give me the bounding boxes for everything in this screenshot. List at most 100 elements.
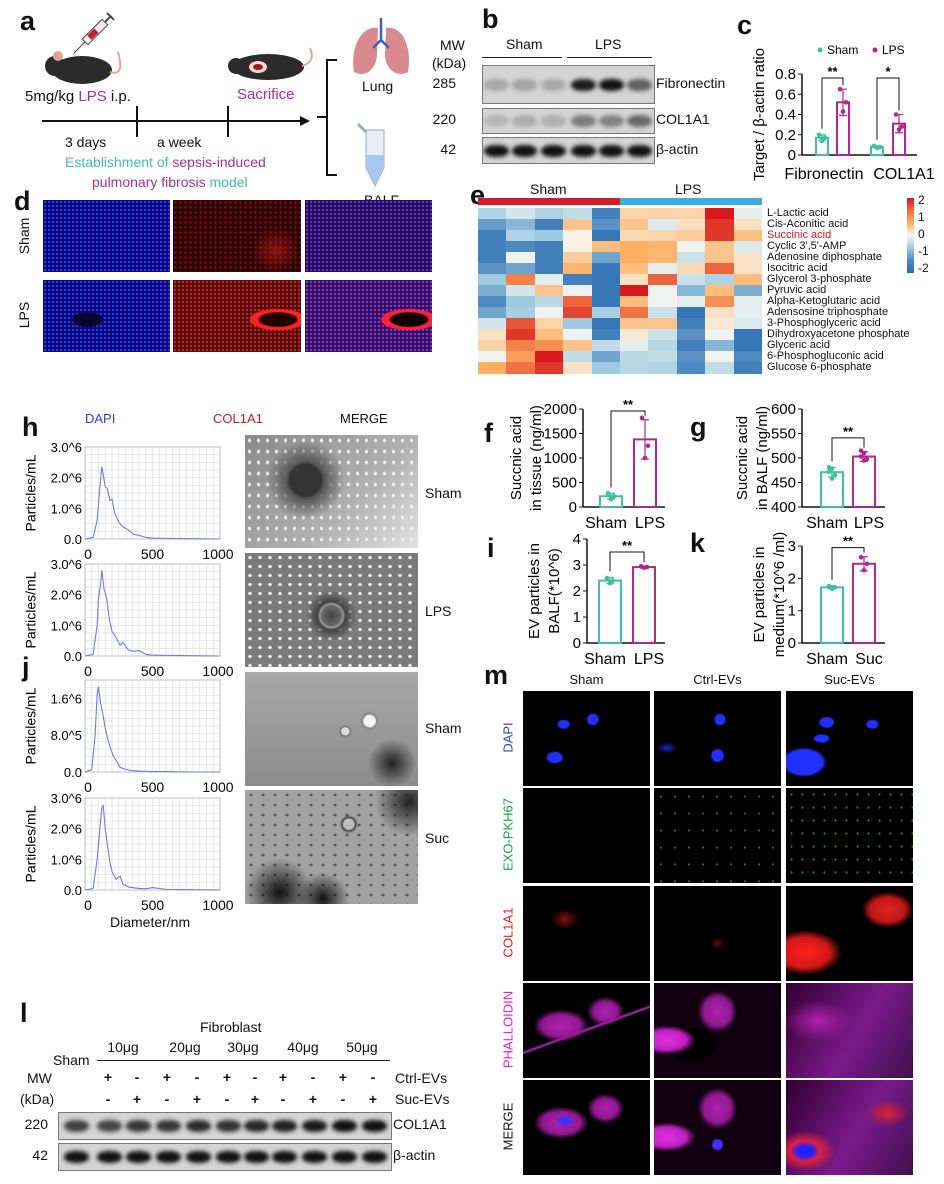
- blot-band: [361, 1120, 387, 1132]
- mw-marker: 42: [440, 140, 456, 157]
- heatmap-cell: [733, 230, 763, 242]
- micrograph-sham-col1a1: [173, 200, 301, 272]
- heatmap-cell: [478, 230, 507, 242]
- heatmap-cell: [620, 307, 649, 319]
- tem-label-sham-2: Sham: [425, 720, 462, 736]
- significance-bracket: [831, 437, 865, 462]
- heatmap-cell: [591, 230, 621, 242]
- heatmap-cell: [620, 219, 649, 231]
- suc-evs-sign: -: [105, 1091, 111, 1107]
- blot-col1a1: [482, 108, 655, 134]
- data-point: [864, 561, 870, 567]
- heatmap-group-sham: Sham: [530, 181, 567, 197]
- mouse-icon: [45, 51, 122, 84]
- data-point: [858, 555, 864, 560]
- blot-row-label: COL1A1: [656, 111, 710, 127]
- blot-band: [511, 78, 537, 91]
- data-point: [858, 448, 864, 453]
- heatmap-cell: [648, 252, 678, 264]
- y-tick-label: 3.0^6: [51, 557, 82, 572]
- data-point: [871, 143, 877, 149]
- column-label-col1a1: COL1A1: [213, 411, 263, 426]
- heatmap-cell: [705, 285, 735, 297]
- heatmap-cell: [648, 296, 678, 308]
- m-column-label: Suc-EVs: [824, 672, 875, 687]
- heatmap-cell: [534, 329, 564, 341]
- y-axis-label: medium(*10^6 /ml): [771, 532, 788, 657]
- heatmap-cell: [648, 274, 678, 286]
- data-point: [644, 564, 650, 570]
- heatmap-cell: [705, 296, 735, 308]
- panel-label-d: d: [14, 186, 31, 216]
- significance-label: **: [622, 538, 633, 553]
- blot-row-label: β-actin: [393, 1147, 436, 1163]
- data-point: [604, 575, 610, 581]
- m-row-label: PHALLOIDIN: [500, 990, 516, 1068]
- panel-label-l: l: [20, 998, 28, 1028]
- micrograph-exo-pkh67-suc-evs: [786, 788, 913, 883]
- blot-actin: [58, 1143, 392, 1171]
- legend-label: LPS: [882, 43, 905, 57]
- blot-band: [570, 144, 596, 157]
- y-tick-label: 0.0: [64, 765, 82, 780]
- blot-band: [243, 1151, 269, 1163]
- bar-chart-c: 0 0.2 0.4 0.6 0.8 Target / β-actin ratio Fibro…: [751, 43, 935, 183]
- heatmap-cell: [733, 318, 763, 330]
- heatmap-cell: [733, 296, 763, 308]
- heatmap-cell: [591, 307, 621, 319]
- micrograph-merge-ctrl-evs: [654, 1080, 781, 1175]
- micrograph-phalloidin-ctrl-evs: [654, 983, 781, 1078]
- heatmap-group-bar-sham: [478, 198, 620, 205]
- x-tick-label: 0: [84, 779, 92, 795]
- y-axis-label: EV particles in: [751, 547, 768, 643]
- heatmap-cell: [591, 362, 621, 374]
- heatmap-cell: [676, 307, 706, 319]
- heatmap-cell: [478, 362, 507, 374]
- heatmap-cell: [478, 285, 507, 297]
- suc-evs-sign: -: [280, 1091, 286, 1107]
- column-label-merge: MERGE: [340, 411, 388, 426]
- column-label-dapi: DAPI: [85, 411, 116, 426]
- blot-band: [185, 1120, 211, 1132]
- tem-image-j-sham: [245, 672, 418, 786]
- heatmap-cell: [534, 285, 564, 297]
- mw-label: MW: [440, 37, 465, 53]
- heatmap-cell: [620, 296, 649, 308]
- micrograph-col1a1-sham: [523, 886, 650, 981]
- bar-chart-g: 400 450 500 550 600 Succnic acid in BALF (ng/m…: [734, 401, 885, 532]
- micrograph-exo-pkh67-ctrl-evs: [654, 788, 781, 883]
- ctrl-evs-sign: +: [103, 1069, 113, 1085]
- metabolite-label: Pyruvic acid: [767, 284, 827, 296]
- heatmap-cell: [676, 296, 706, 308]
- tem-label-suc: Suc: [425, 830, 450, 846]
- y-tick-label: 450: [771, 475, 796, 492]
- suc-evs-sign: -: [224, 1091, 230, 1107]
- heatmap-cell: [620, 208, 649, 220]
- micrograph-lps-col1a1: [173, 280, 301, 352]
- significance-label: **: [843, 424, 854, 439]
- y-tick-label: 2: [788, 570, 796, 587]
- heatmap-cell: [534, 274, 564, 286]
- micrograph-sham-merge: [305, 200, 432, 272]
- tem-label-sham: Sham: [425, 485, 462, 501]
- heatmap-cell: [648, 318, 678, 330]
- data-point: [843, 100, 849, 105]
- data-point: [840, 109, 846, 114]
- y-axis-label: Target / β-actin ratio: [751, 48, 768, 181]
- heatmap-cell: [676, 252, 706, 264]
- heatmap-cell: [591, 329, 621, 341]
- x-category-label: Sham: [806, 515, 848, 532]
- heatmap-cell: [478, 219, 507, 231]
- panel-label-h: h: [22, 412, 39, 442]
- m-row-label: MERGE: [500, 1102, 516, 1150]
- data-point: [826, 469, 832, 475]
- heatmap-cell: [591, 252, 621, 264]
- micrograph-dapi-sham: [523, 691, 650, 786]
- y-tick-label: 3.0^6: [51, 791, 82, 806]
- mw-label-l: MW: [27, 1070, 52, 1086]
- y-tick-label: 1500: [544, 426, 577, 443]
- micrograph-col1a1-ctrl-evs: [654, 886, 781, 981]
- heatmap-cell: [506, 274, 536, 286]
- heatmap-cell: [620, 274, 649, 286]
- heatmap-cell: [648, 340, 678, 352]
